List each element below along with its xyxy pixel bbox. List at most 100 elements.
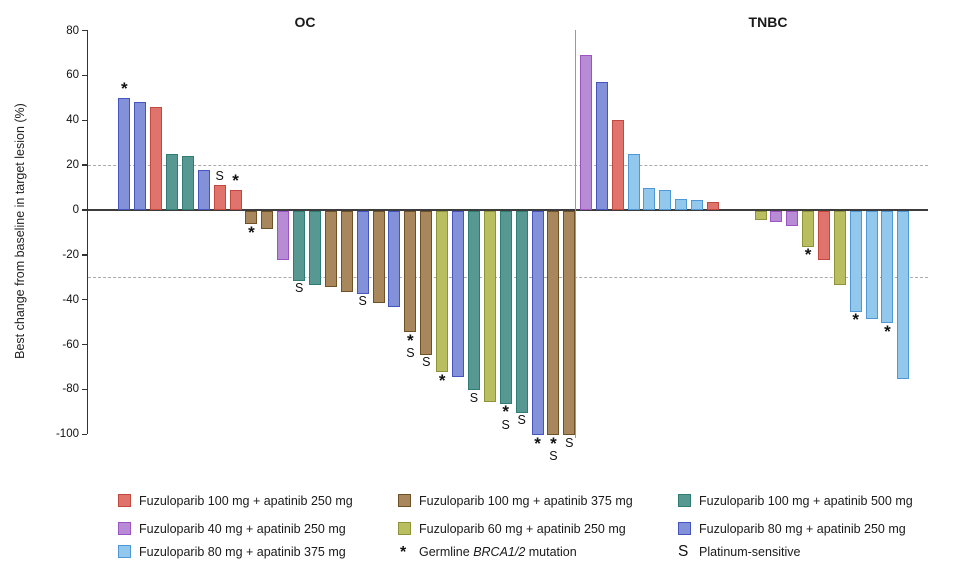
bar xyxy=(897,211,910,380)
bar xyxy=(881,211,894,324)
bar xyxy=(643,187,656,210)
y-axis-line xyxy=(86,30,88,435)
bar xyxy=(436,211,449,373)
brca-mutation-marker: * xyxy=(884,321,891,341)
legend-swatch-red xyxy=(118,494,131,507)
bar xyxy=(563,211,576,436)
brca-mutation-marker: * xyxy=(248,222,255,242)
brca-mutation-marker: * xyxy=(232,171,239,191)
y-tick xyxy=(81,29,87,32)
y-tick xyxy=(81,343,87,346)
y-tick-label: 0 xyxy=(72,204,79,216)
y-tick-label: -80 xyxy=(62,383,79,396)
panel-title-oc: OC xyxy=(294,14,316,30)
platinum-sensitive-marker: S xyxy=(501,417,510,432)
brca-mutation-marker: * xyxy=(502,402,510,422)
brca-mutation-marker: * xyxy=(804,245,812,265)
brca-mutation-symbol: * xyxy=(400,544,407,561)
legend-label: Fuzuloparib 100 mg + apatinib 375 mg xyxy=(419,494,633,508)
y-tick xyxy=(81,209,87,211)
brca-mutation-marker: * xyxy=(120,79,128,99)
bar xyxy=(754,211,767,220)
platinum-sensitive-marker: S xyxy=(517,413,526,428)
platinum-sensitive-marker: S xyxy=(358,294,367,309)
panel-divider xyxy=(575,30,577,438)
bar xyxy=(849,211,862,312)
panel-title-tnbc: TNBC xyxy=(748,14,788,30)
bar xyxy=(706,202,719,210)
y-axis-label: Best change from baseline in target lesi… xyxy=(13,103,27,359)
bar xyxy=(817,211,830,261)
brca-mutation-marker: * xyxy=(550,433,557,453)
bar xyxy=(802,211,815,247)
bar xyxy=(770,211,783,223)
bar xyxy=(181,156,194,210)
platinum-sensitive-marker: S xyxy=(549,449,558,464)
bar xyxy=(340,211,353,292)
bar xyxy=(213,185,226,210)
bar xyxy=(261,211,274,229)
legend-label: Fuzuloparib 60 mg + apatinib 250 mg xyxy=(419,522,626,536)
y-tick-label: 40 xyxy=(66,114,79,127)
bar xyxy=(309,211,322,286)
y-tick-label: -20 xyxy=(62,248,79,261)
bar xyxy=(118,97,131,210)
platinum-sensitive-marker: S xyxy=(565,435,574,450)
bar xyxy=(531,211,544,436)
bar xyxy=(293,211,306,281)
bar xyxy=(452,211,465,377)
y-tick-label: -60 xyxy=(62,338,79,351)
y-tick xyxy=(81,164,87,166)
bar xyxy=(404,211,417,333)
y-tick xyxy=(81,298,87,301)
platinum-sensitive-marker: S xyxy=(294,281,304,296)
brca-mutation-marker: * xyxy=(407,330,414,350)
bar xyxy=(150,106,163,210)
platinum-sensitive-marker: S xyxy=(422,355,431,370)
platinum-sensitive-symbol: S xyxy=(678,543,689,560)
bar xyxy=(467,211,480,391)
y-tick xyxy=(81,388,87,391)
brca-mutation-marker: * xyxy=(438,370,446,390)
platinum-sensitive-marker: S xyxy=(469,390,479,405)
bar xyxy=(245,211,258,225)
bar xyxy=(611,120,624,210)
y-tick-label: 80 xyxy=(66,24,79,37)
brca-mutation-marker: * xyxy=(534,433,541,453)
reference-line-20 xyxy=(88,164,928,166)
bar xyxy=(134,102,147,210)
bar xyxy=(547,211,560,436)
bar xyxy=(499,211,512,404)
y-tick-label: 60 xyxy=(66,69,79,82)
bar xyxy=(229,189,242,210)
y-tick xyxy=(81,254,87,256)
legend-label: Fuzuloparib 80 mg + apatinib 250 mg xyxy=(699,522,906,536)
bar xyxy=(580,55,592,210)
legend-marker-label: Germline BRCA1/2 mutation xyxy=(419,545,577,559)
bar xyxy=(356,211,369,294)
bar xyxy=(691,199,704,210)
brca-mutation-marker: * xyxy=(852,310,860,330)
bar xyxy=(483,211,496,402)
legend-swatch-teal xyxy=(678,494,691,507)
bar xyxy=(277,211,290,261)
bar xyxy=(627,153,640,210)
legend-swatch-olive xyxy=(398,522,411,535)
bar xyxy=(165,153,178,210)
zero-baseline xyxy=(88,209,928,211)
bar xyxy=(372,211,385,303)
platinum-sensitive-marker: S xyxy=(215,168,224,183)
bar xyxy=(388,211,401,308)
legend-swatch-sky xyxy=(118,545,131,558)
legend-label: Fuzuloparib 100 mg + apatinib 250 mg xyxy=(139,494,353,508)
bar xyxy=(595,82,608,210)
legend-swatch-purple xyxy=(118,522,131,535)
legend-label: Fuzuloparib 80 mg + apatinib 375 mg xyxy=(139,545,346,559)
y-tick-label: -100 xyxy=(55,428,79,441)
legend-label: Fuzuloparib 100 mg + apatinib 500 mg xyxy=(699,494,913,508)
y-tick-label: 20 xyxy=(66,159,79,172)
platinum-sensitive-marker: S xyxy=(406,346,415,361)
legend-label: Fuzuloparib 40 mg + apatinib 250 mg xyxy=(139,522,346,536)
y-tick-label: -40 xyxy=(62,293,79,306)
